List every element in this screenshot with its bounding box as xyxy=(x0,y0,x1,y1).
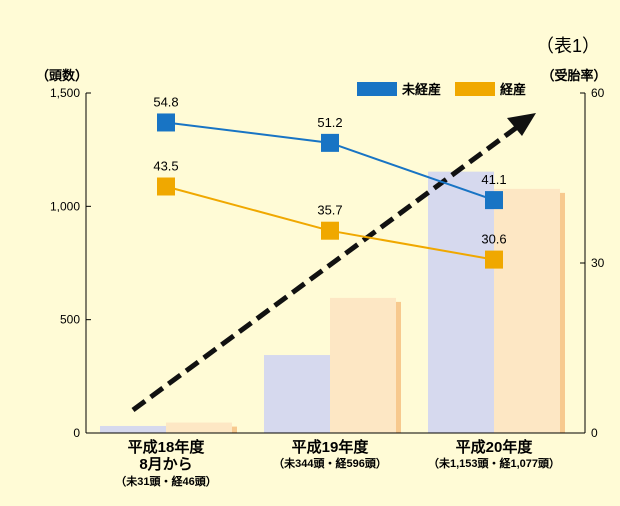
left-axis-title: （頭数） xyxy=(36,68,88,83)
x-label-1: 平成19年度 xyxy=(292,438,370,456)
x-sublabel-0: 8月から xyxy=(139,456,192,473)
bar-未経産-2 xyxy=(428,171,494,434)
left-tick-label-500: 500 xyxy=(60,313,80,327)
x-label-2: 平成20年度 xyxy=(456,438,534,456)
right-axis-title: （受胎率） xyxy=(541,68,606,83)
point-経産-1 xyxy=(321,221,339,240)
bar-shadow-経産-1 xyxy=(396,301,401,433)
bar-未経産-0 xyxy=(100,425,166,433)
legend: 未経産 経産 xyxy=(357,82,526,97)
left-tick-label-1500: 1,500 xyxy=(50,86,80,100)
right-tick-label-30: 30 xyxy=(591,256,605,270)
point-label-未経産-1: 51.2 xyxy=(317,115,342,130)
legend-label-未経産: 未経産 xyxy=(401,82,441,97)
point-経産-0 xyxy=(157,177,175,196)
legend-swatch-経産 xyxy=(455,82,495,96)
point-label-経産-0: 43.5 xyxy=(153,159,178,174)
bar-shadow-経産-0 xyxy=(232,426,237,433)
point-label-未経産-0: 54.8 xyxy=(153,94,178,109)
x-count-label-2: （未1,153頭・経1,077頭） xyxy=(428,456,560,470)
right-tick-label-60: 60 xyxy=(591,86,605,100)
x-count-label-0: （未31頭・経46頭） xyxy=(115,474,216,488)
table-label: （表1） xyxy=(536,36,600,56)
legend-swatch-未経産 xyxy=(357,82,397,96)
right-tick-label-0: 0 xyxy=(591,426,598,440)
point-label-経産-1: 35.7 xyxy=(317,203,342,218)
point-経産-2 xyxy=(485,250,503,269)
left-tick-label-0: 0 xyxy=(73,426,80,440)
trend-arrow-shaft xyxy=(131,122,522,413)
point-未経産-2 xyxy=(485,191,503,210)
bar-経産-0 xyxy=(166,422,232,433)
bar-shadow-経産-2 xyxy=(560,192,565,433)
bar-未経産-1 xyxy=(264,355,330,433)
x-label-0: 平成18年度 xyxy=(128,438,206,456)
x-count-label-1: （未344頭・経596頭） xyxy=(273,456,387,470)
bar-経産-1 xyxy=(330,297,396,433)
trend-arrow-head xyxy=(507,113,536,136)
legend-label-経産: 経産 xyxy=(500,82,526,97)
point-label-経産-2: 30.6 xyxy=(481,232,506,247)
point-未経産-0 xyxy=(157,113,175,132)
left-tick-label-1000: 1,000 xyxy=(50,199,80,213)
point-未経産-1 xyxy=(321,133,339,152)
bar-経産-2 xyxy=(494,188,560,433)
point-label-未経産-2: 41.1 xyxy=(481,172,506,187)
